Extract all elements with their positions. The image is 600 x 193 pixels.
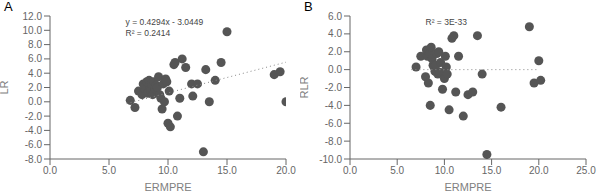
svg-text:6.0: 6.0 xyxy=(328,11,342,22)
svg-text:8.0: 8.0 xyxy=(28,39,42,50)
html-text:A: A xyxy=(4,0,13,14)
svg-text:0.0: 0.0 xyxy=(328,64,342,75)
html-text:R² = 0.2414: R² = 0.2414 xyxy=(125,28,171,38)
svg-text:-6.0: -6.0 xyxy=(25,139,43,150)
svg-text:RLR: RLR xyxy=(300,76,310,98)
svg-text:-4.0: -4.0 xyxy=(325,100,343,111)
html-text:R² = 3E-33: R² = 3E-33 xyxy=(425,17,467,27)
svg-text:-2.0: -2.0 xyxy=(25,111,43,122)
svg-text:15.0: 15.0 xyxy=(217,165,237,176)
svg-text:0.0: 0.0 xyxy=(28,96,42,107)
svg-text:-8.0: -8.0 xyxy=(325,136,343,147)
svg-text:20.0: 20.0 xyxy=(276,165,296,176)
svg-text:20.0: 20.0 xyxy=(529,165,549,176)
svg-text:-8.0: -8.0 xyxy=(25,154,43,165)
svg-text:10.0: 10.0 xyxy=(435,165,455,176)
svg-text:6.0: 6.0 xyxy=(28,53,42,64)
html-text:B: B xyxy=(304,0,313,14)
svg-text:4.0: 4.0 xyxy=(28,68,42,79)
svg-text:25.0: 25.0 xyxy=(576,165,596,176)
svg-text:10.0: 10.0 xyxy=(23,25,43,36)
svg-text:0.0: 0.0 xyxy=(343,165,357,176)
svg-text:-6.0: -6.0 xyxy=(325,118,343,129)
html-text:y = 0.4294x - 3.0449: y = 0.4294x - 3.0449 xyxy=(125,17,204,27)
svg-text:5.0: 5.0 xyxy=(102,165,116,176)
svg-text:2.0: 2.0 xyxy=(28,82,42,93)
svg-text:12.0: 12.0 xyxy=(23,11,43,22)
svg-text:2.0: 2.0 xyxy=(328,46,342,57)
svg-text:ERMPRE: ERMPRE xyxy=(144,181,191,193)
svg-text:-4.0: -4.0 xyxy=(25,125,43,136)
svg-text:15.0: 15.0 xyxy=(482,165,502,176)
svg-text:LR: LR xyxy=(0,80,10,94)
svg-text:4.0: 4.0 xyxy=(328,28,342,39)
svg-text:-10.0: -10.0 xyxy=(319,154,342,165)
svg-text:5.0: 5.0 xyxy=(390,165,404,176)
svg-text:ERMPRE: ERMPRE xyxy=(444,181,491,193)
svg-text:-2.0: -2.0 xyxy=(325,82,343,93)
svg-text:0.0: 0.0 xyxy=(43,165,57,176)
svg-text:10.0: 10.0 xyxy=(158,165,178,176)
